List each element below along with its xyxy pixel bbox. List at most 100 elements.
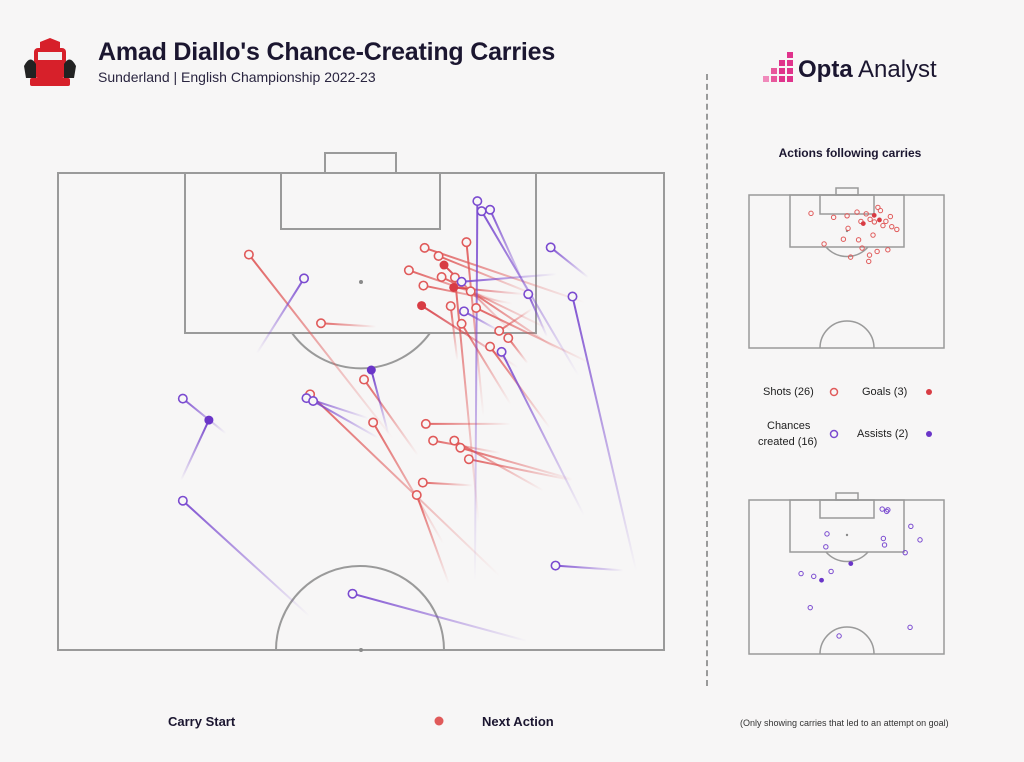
carry-line-shot	[363, 378, 419, 456]
goal-marker	[449, 282, 459, 292]
crest-crown	[40, 38, 60, 48]
carry-line-shot	[460, 446, 573, 481]
crest-lion-left	[24, 59, 36, 78]
brand-name-light: Analyst	[852, 56, 937, 83]
shot-marker	[243, 249, 254, 260]
carry-line-goal	[453, 286, 525, 296]
center-spot	[359, 648, 363, 652]
mini-chance-marker	[883, 508, 890, 515]
side-panel-title: Actions following carries	[778, 146, 922, 160]
legend-goals-label: Goals (3)	[862, 386, 908, 398]
mini-chance-marker	[880, 535, 887, 542]
mini-shot-marker	[821, 241, 827, 247]
shot-marker	[419, 242, 430, 253]
carry-line-assist	[370, 369, 390, 435]
carry-line-shot	[422, 481, 473, 487]
carry-line-shot	[498, 308, 533, 332]
brand-name-bold: Opta	[798, 56, 853, 83]
opta-logo-mark	[763, 52, 793, 82]
mini-shot-marker	[875, 204, 881, 211]
crest-logo	[24, 38, 76, 86]
carry-line-shot	[424, 246, 585, 304]
six-yard-box	[280, 172, 441, 230]
goal	[324, 152, 397, 174]
legend-chances-label-2: created (16)	[758, 436, 818, 448]
mini-shot-marker	[859, 245, 865, 251]
carry-line-chance	[255, 277, 305, 354]
chance-marker	[456, 276, 467, 287]
crest-lion-right	[64, 59, 76, 78]
shot-marker	[456, 318, 467, 329]
carry-line-chance	[500, 351, 585, 516]
mini-chance-marker	[902, 549, 908, 556]
main-pitch	[57, 152, 665, 651]
carry-line-shot	[468, 458, 573, 482]
shot-marker	[316, 318, 327, 329]
legend-assist-marker	[926, 431, 932, 437]
mini-pitch-shots	[748, 187, 945, 349]
mini-assist-marker	[848, 561, 854, 567]
mini-shot-marker	[894, 226, 900, 233]
center-circle	[275, 565, 445, 651]
mini-shot-marker	[863, 211, 869, 217]
chance-marker	[177, 393, 188, 404]
mini-chance-marker	[917, 537, 923, 543]
mini-goal-marker	[871, 212, 877, 218]
mini-shot-marker	[889, 223, 895, 230]
mini-chance-marker	[811, 573, 817, 580]
penalty-box	[184, 172, 537, 334]
chart-subtitle: Sunderland | English Championship 2022-2…	[98, 69, 376, 85]
mini-goal-marker	[860, 221, 866, 227]
mini-chance-marker	[907, 624, 913, 631]
shot-marker	[411, 489, 422, 500]
mini-assist-marker	[819, 577, 824, 583]
mini-chance-marker	[879, 506, 885, 512]
carry-line-shot	[415, 494, 450, 585]
carry-line-chance	[550, 246, 589, 279]
carry-line-shot	[309, 393, 501, 577]
mini-chance-marker	[836, 633, 842, 639]
carry-line-chance	[489, 209, 530, 295]
crest-banner	[30, 78, 70, 86]
chance-marker	[472, 196, 483, 207]
brand-name: Opta Analyst	[798, 56, 937, 84]
mini-goal-marker	[877, 217, 882, 223]
mini-chance-marker	[807, 604, 813, 611]
mini-chance-marker	[908, 523, 914, 530]
shot-marker	[449, 435, 460, 446]
goal-marker	[439, 260, 449, 270]
penalty-arc	[291, 332, 431, 370]
mini-shot-marker	[880, 222, 886, 229]
mini-chance-marker	[824, 531, 830, 537]
shot-marker	[494, 325, 505, 336]
carry-line-shot	[449, 305, 459, 361]
mini-shot-marker	[866, 252, 873, 258]
carry-line-chance	[571, 296, 638, 572]
carry-line-shot	[372, 421, 445, 545]
legend-shots-label: Shots (26)	[763, 386, 814, 398]
chance-marker	[550, 560, 561, 571]
shot-marker	[465, 286, 476, 297]
mini-pitch-chances	[748, 492, 945, 655]
mini-shot-marker	[855, 237, 862, 243]
mini-shot-marker	[887, 213, 894, 220]
mini-chance-marker	[823, 544, 829, 550]
shot-marker	[455, 442, 466, 453]
side-legend-markers	[829, 387, 932, 439]
shot-marker	[403, 265, 414, 276]
mini-pitch-shots-arc	[825, 246, 869, 258]
mini-pitch-chances-spot	[845, 533, 849, 537]
shot-marker	[471, 302, 482, 313]
shot-marker	[445, 301, 456, 312]
assist-marker	[204, 415, 214, 425]
carry-line-shot	[475, 307, 590, 364]
shot-marker	[463, 454, 474, 465]
mini-pitch-chances-arc	[825, 551, 869, 563]
mini-shot-marker	[844, 213, 850, 219]
shot-marker	[417, 477, 428, 488]
carry-line-chance	[473, 201, 479, 581]
chance-marker	[177, 495, 188, 506]
legend-next-action-label: Next Action	[482, 714, 554, 729]
chance-marker	[485, 204, 496, 215]
legend-chance-marker	[829, 429, 839, 439]
